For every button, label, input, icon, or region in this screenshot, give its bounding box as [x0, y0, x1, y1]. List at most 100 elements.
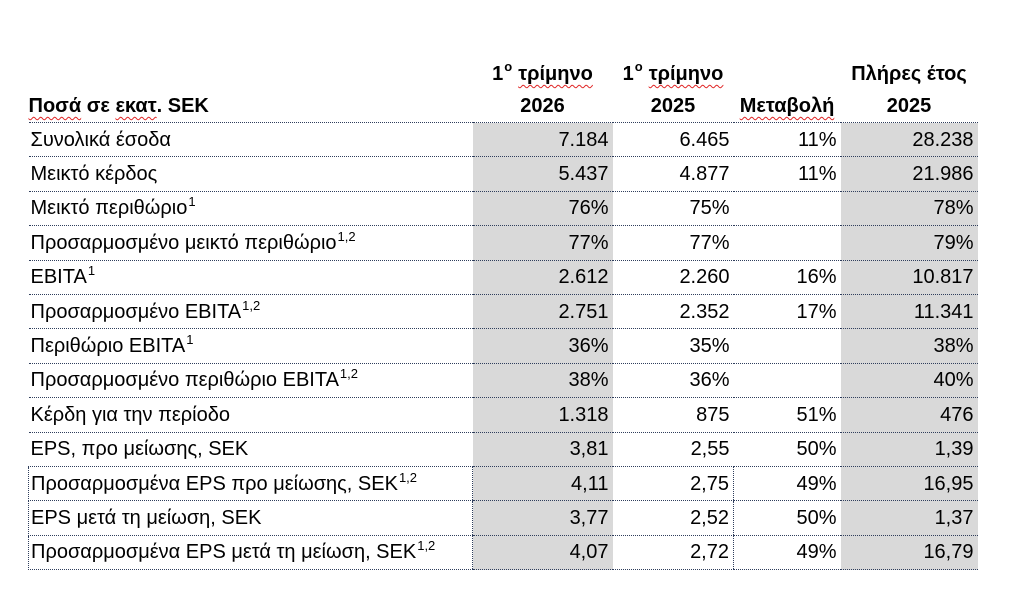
row-label: Προσαρμοσμένα EPS μετά τη μείωση, SEK [31, 541, 417, 564]
value-full-year-2025: 28.238 [840, 122, 978, 158]
value-full-year-2025: 11.341 [840, 294, 978, 330]
row-label: EBITA [30, 266, 87, 289]
column-year: 2026 [520, 95, 565, 117]
footnote-ref: 1,2 [242, 297, 261, 313]
table-row: Μεικτό περιθώριο1 76% 75% 78% [28, 191, 978, 227]
table-row: Κέρδη για την περίοδο 1.318 875 51% 476 [28, 397, 978, 433]
footnote-ref: 1 [186, 332, 194, 348]
value-change: 11% [733, 122, 841, 158]
value-full-year-2025: 79% [840, 225, 978, 261]
quarter-number: 1 [622, 63, 634, 85]
row-label: Προσαρμοσμένο μεικτό περιθώριο [30, 231, 337, 254]
column-header-full-year-2025: Πλήρες έτος 2025 [840, 58, 978, 123]
footnote-ref: 1 [188, 194, 196, 210]
row-label-cell: Κέρδη για την περίοδο [28, 397, 473, 433]
quarter-number: 1 [492, 63, 504, 85]
footnote-ref: 1,2 [337, 228, 356, 244]
column-header-change: Μεταβολή [733, 58, 841, 123]
value-q1-2026: 36% [472, 328, 613, 364]
footnote-ref: 1 [87, 263, 96, 279]
value-change [733, 191, 841, 227]
amounts-header: Ποσά σε εκατ. SEK [28, 58, 473, 123]
value-q1-2026: 3,81 [472, 432, 613, 467]
table-row: Προσαρμοσμένα EPS προ μείωσης, SEK1,2 4,… [28, 466, 978, 502]
value-full-year-2025: 10.817 [840, 260, 978, 295]
row-label-cell: Προσαρμοσμένο EBITA1,2 [28, 294, 473, 330]
table-row: EPS μετά τη μείωση, SEK 3,77 2,52 50% 1,… [28, 500, 978, 536]
value-full-year-2025: 21.986 [840, 156, 978, 192]
value-q1-2026: 7.184 [472, 122, 613, 158]
row-label: Περιθώριο EBITA [30, 335, 186, 358]
column-header-q1-2026: 1ο τρίμηνο 2026 [472, 58, 613, 123]
value-full-year-2025: 16,79 [840, 535, 978, 571]
value-full-year-2025: 16,95 [840, 466, 978, 502]
footnote-ref: 1,2 [339, 366, 358, 382]
row-label: EPS, προ μείωσης, SEK [30, 438, 249, 461]
value-full-year-2025: 40% [840, 363, 978, 399]
value-change: 50% [733, 500, 841, 536]
value-q1-2026: 77% [472, 225, 613, 261]
value-q1-2026: 38% [472, 363, 613, 399]
value-q1-2025: 2,52 [612, 500, 734, 536]
value-change [733, 225, 841, 261]
row-label-cell: Προσαρμοσμένο μεικτό περιθώριο1,2 [28, 225, 473, 261]
row-label: Μεικτό κέρδος [30, 163, 158, 186]
value-q1-2025: 2,55 [612, 432, 734, 467]
quarter-heading: 1ο τρίμηνο [473, 58, 613, 90]
ordinal-superscript: ο [504, 59, 513, 74]
column-year: 2025 [886, 95, 932, 117]
value-full-year-2025: 78% [840, 191, 978, 227]
row-label-cell: Περιθώριο EBITA1 [28, 328, 473, 364]
value-change [733, 363, 841, 399]
row-label: Προσαρμοσμένα EPS προ μείωσης, SEK [31, 472, 398, 495]
value-q1-2025: 2,75 [612, 466, 734, 502]
full-year-heading: Πλήρες έτος [851, 63, 967, 85]
value-q1-2026: 4,11 [472, 466, 613, 502]
header-word: Ποσά [28, 95, 82, 117]
footnote-ref: 1,2 [398, 469, 418, 485]
column-header-q1-2025: 1ο τρίμηνο 2025 [612, 58, 734, 123]
row-label-cell: EPS, προ μείωσης, SEK [28, 432, 473, 467]
value-q1-2026: 4,07 [472, 535, 613, 571]
row-label: EPS μετά τη μείωση, SEK [31, 506, 262, 529]
row-label-cell: Προσαρμοσμένο περιθώριο EBITA1,2 [28, 363, 473, 399]
row-label-cell: Μεικτό κέρδος [28, 156, 473, 192]
table-row: EPS, προ μείωσης, SEK 3,81 2,55 50% 1,39 [28, 432, 978, 467]
value-q1-2025: 875 [612, 397, 734, 433]
table-row: Προσαρμοσμένα EPS μετά τη μείωση, SEK1,2… [28, 535, 978, 571]
footnote-ref: 1,2 [417, 538, 436, 554]
row-label: Προσαρμοσμένο περιθώριο EBITA [30, 369, 339, 392]
table-row: Προσαρμοσμένο EBITA1,2 2.751 2.352 17% 1… [28, 294, 978, 330]
header-word: . SEK [156, 95, 209, 117]
value-q1-2025: 77% [612, 225, 734, 261]
value-change: 16% [733, 260, 841, 295]
value-change: 49% [733, 466, 841, 502]
value-change: 11% [733, 156, 841, 192]
value-q1-2025: 35% [612, 328, 734, 364]
table-row: Συνολικά έσοδα 7.184 6.465 11% 28.238 [28, 122, 978, 158]
value-q1-2025: 2.260 [612, 260, 734, 295]
row-label: Κέρδη για την περίοδο [30, 403, 231, 426]
value-full-year-2025: 1,39 [840, 432, 978, 467]
value-q1-2025: 75% [612, 191, 734, 227]
value-q1-2026: 2.751 [472, 294, 613, 330]
row-label-cell: Μεικτό περιθώριο1 [28, 191, 473, 227]
row-label-cell: Προσαρμοσμένα EPS προ μείωσης, SEK1,2 [28, 466, 473, 502]
value-full-year-2025: 476 [840, 397, 978, 433]
row-label-cell: EBITA1 [28, 260, 473, 295]
value-full-year-2025: 1,37 [840, 500, 978, 536]
value-q1-2026: 2.612 [472, 260, 613, 295]
value-q1-2025: 2,72 [612, 535, 734, 571]
row-label: Μεικτό περιθώριο [30, 197, 188, 220]
row-label: Προσαρμοσμένο EBITA [30, 300, 242, 323]
financial-summary-table: Ποσά σε εκατ. SEK 1ο τρίμηνο 2026 1ο τρίμη… [28, 58, 978, 571]
value-q1-2026: 5.437 [472, 156, 613, 192]
value-change: 50% [733, 432, 841, 467]
row-label-cell: Προσαρμοσμένα EPS μετά τη μείωση, SEK1,2 [28, 535, 473, 571]
value-q1-2025: 2.352 [612, 294, 734, 330]
quarter-word: τρίμηνο [518, 63, 593, 85]
table-header-row: Ποσά σε εκατ. SEK 1ο τρίμηνο 2026 1ο τρίμη… [28, 58, 978, 123]
header-word: εκατ [115, 95, 157, 117]
header-word: σε [81, 95, 116, 117]
table-row: Περιθώριο EBITA1 36% 35% 38% [28, 328, 978, 364]
